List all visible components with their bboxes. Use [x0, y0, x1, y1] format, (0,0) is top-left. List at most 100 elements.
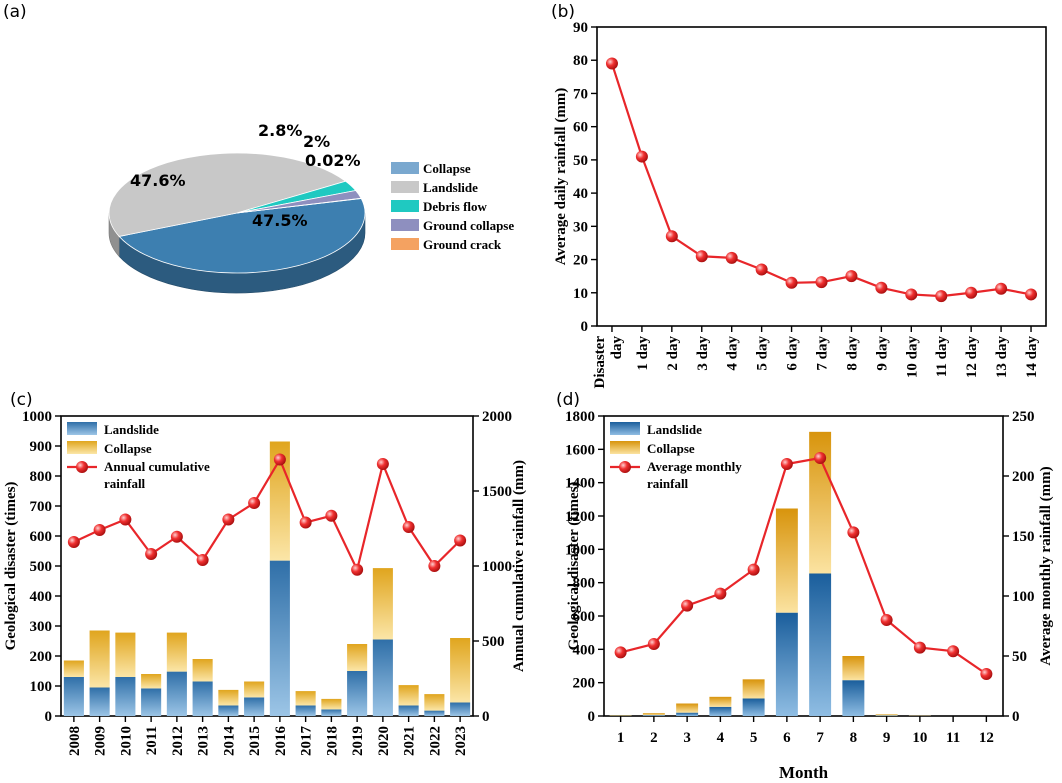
- y-tick-label: 90: [573, 20, 588, 36]
- bar-collapse: [218, 689, 239, 706]
- rainfall-point: [376, 458, 389, 470]
- y-tick-label: 1600: [565, 442, 595, 458]
- rainfall-point: [647, 638, 660, 650]
- rainfall-line: [610, 63, 1032, 298]
- bar-collapse: [642, 713, 665, 716]
- line-chart-panel: 0 10 20 30 40 50 60 70 80 90 Average daily rainfal…: [553, 20, 1047, 389]
- y-tick-label: 1200: [565, 509, 595, 525]
- x-tick-label: 11 day: [934, 336, 950, 378]
- rainfall-point: [995, 282, 1008, 295]
- bar-collapse: [89, 630, 110, 688]
- y2-tick-label: 50: [1012, 649, 1027, 665]
- bar-landslide: [295, 705, 316, 716]
- y2-axis-label: Average monthly rainfall (mm): [1038, 466, 1054, 665]
- rainfall-point: [681, 599, 694, 612]
- legend-label: Annual cumulative: [104, 459, 210, 474]
- bar-collapse: [347, 644, 368, 671]
- legend-swatch: [391, 200, 419, 212]
- y-tick-label: 20: [573, 253, 588, 269]
- rainfall-point: [93, 524, 106, 536]
- x-tick-label: 2008: [67, 726, 83, 756]
- bar-landslide: [141, 688, 162, 716]
- x-tick-label: day: [609, 336, 625, 360]
- rainfall-point: [222, 513, 235, 526]
- rainfall-point: [714, 587, 727, 600]
- bar-landslide: [166, 671, 187, 716]
- bar-landslide: [809, 573, 832, 716]
- y-tick-label: 70: [573, 86, 588, 102]
- legend-marker: [76, 461, 88, 473]
- bar-landslide: [269, 560, 290, 716]
- legend-label: rainfall: [104, 476, 146, 491]
- rainfall-point: [196, 554, 209, 566]
- y2-tick-label: 250: [1012, 409, 1035, 425]
- rainfall-point: [947, 645, 960, 658]
- bar-collapse: [192, 659, 213, 682]
- bar-landslide: [424, 710, 445, 716]
- bar-collapse: [244, 681, 265, 698]
- pie-slice-collapse: [118, 198, 366, 274]
- y-tick-label: 200: [573, 676, 596, 692]
- x-tick-label: 12 day: [964, 336, 980, 379]
- bar-collapse: [450, 638, 471, 703]
- legend-swatch-collapse: [67, 441, 97, 454]
- rainfall-point: [614, 646, 627, 659]
- rainfall-point: [325, 509, 338, 522]
- legend-label: rainfall: [647, 476, 689, 491]
- x-tick-label: 1 day: [635, 336, 651, 371]
- bar-landslide: [372, 639, 393, 716]
- x-tick-label: 2023: [453, 726, 469, 756]
- x-tick-label: 2017: [299, 726, 315, 757]
- pie-data-label: 2%: [303, 132, 330, 151]
- x-tick-label: 12: [979, 730, 994, 746]
- legend-swatch: [391, 238, 419, 250]
- y2-tick-label: 1500: [482, 484, 512, 500]
- pie-data-label: 47.5%: [252, 211, 308, 230]
- y-tick-label: 40: [573, 186, 588, 202]
- rainfall-point: [905, 288, 918, 301]
- y-tick-label: 800: [573, 576, 596, 592]
- rainfall-point: [755, 263, 768, 276]
- bar-collapse: [676, 703, 699, 713]
- legend-swatch-collapse: [610, 441, 640, 454]
- legend-label: Ground crack: [423, 237, 502, 252]
- y-tick-label: 0: [581, 319, 589, 335]
- rainfall-point: [1025, 288, 1038, 301]
- bar-landslide: [321, 709, 342, 716]
- y-tick-label: 300: [30, 619, 53, 635]
- rainfall-point: [780, 458, 793, 470]
- rainfall-point: [428, 560, 441, 572]
- bar-collapse: [398, 685, 419, 706]
- rainfall-point: [815, 276, 828, 289]
- y-tick-label: 700: [30, 499, 53, 515]
- y2-tick-label: 100: [1012, 589, 1035, 605]
- legend-swatch-landslide: [610, 422, 640, 435]
- legend-label: Landslide: [423, 180, 478, 195]
- pie-data-label: 2.8%: [258, 121, 302, 140]
- bar-landslide: [709, 706, 732, 716]
- x-tick-label: 5 day: [755, 336, 771, 371]
- legend-swatch: [391, 181, 419, 193]
- panel-label-d: (d): [556, 390, 580, 410]
- bar-landslide: [192, 681, 213, 716]
- x-tick-label: 9: [883, 730, 891, 746]
- rainfall-point: [814, 452, 827, 464]
- pie-data-label: 47.6%: [130, 171, 186, 190]
- pie-slice-landslide: [108, 152, 347, 237]
- legend-label: Landslide: [647, 422, 702, 437]
- x-tick-label: 10: [912, 730, 927, 746]
- x-tick-label: 6 day: [785, 336, 801, 371]
- y2-tick-label: 200: [1012, 469, 1035, 485]
- bar-collapse: [372, 568, 393, 640]
- x-tick-label: 7 day: [815, 336, 831, 371]
- bar-landslide: [244, 697, 265, 716]
- x-tick-label: 8: [850, 730, 858, 746]
- x-tick-label: 1: [617, 730, 625, 746]
- x-tick-label: 14 day: [1024, 336, 1040, 379]
- y-tick-label: 400: [30, 589, 53, 605]
- x-tick-label: 2009: [93, 726, 109, 756]
- bar-landslide: [875, 715, 898, 716]
- bar-collapse: [63, 660, 84, 677]
- x-tick-label: 9 day: [874, 336, 890, 371]
- bar-landslide: [218, 705, 239, 716]
